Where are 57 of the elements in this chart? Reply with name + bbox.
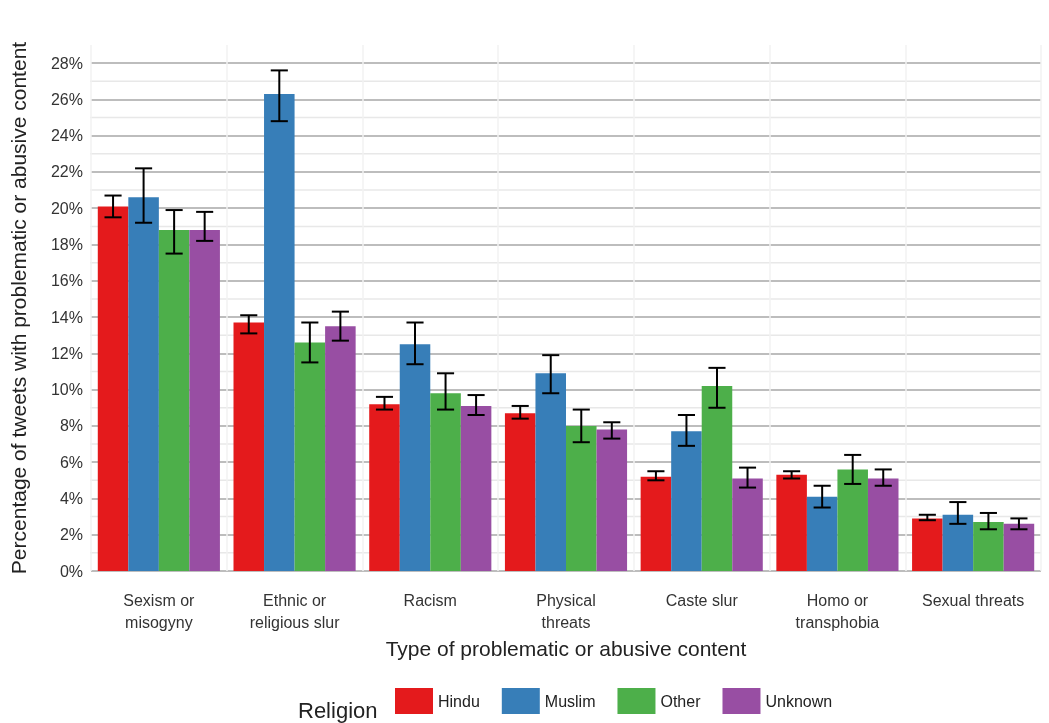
x-tick-label: Sexism or misogyny [123, 591, 196, 631]
bar [369, 404, 400, 571]
bar [806, 496, 838, 571]
legend-label: Hindu [438, 692, 480, 710]
bar [158, 230, 190, 571]
bar [294, 342, 326, 571]
y-tick-label: 0% [59, 562, 83, 580]
bar [640, 476, 672, 571]
bar [325, 326, 356, 571]
bar [535, 373, 566, 571]
y-tick-label: 12% [50, 344, 83, 362]
bar [837, 469, 868, 571]
bar [264, 93, 295, 571]
y-tick-label: 6% [59, 453, 83, 471]
bar [912, 518, 943, 571]
y-tick-label: 4% [59, 489, 83, 507]
bar [233, 322, 265, 571]
bar [973, 522, 1004, 571]
y-tick-label: 14% [50, 308, 83, 326]
y-tick-label: 22% [50, 163, 83, 181]
bar [399, 344, 431, 571]
x-tick-label: Racism [403, 591, 457, 609]
x-tick-label: Homo or transphobia [795, 591, 880, 631]
y-axis-title: Percentage of tweets with problematic or abusive content [7, 41, 30, 575]
y-tick-label: 16% [50, 272, 83, 290]
bar [867, 478, 899, 571]
bar [504, 413, 536, 571]
x-tick-label: Physical threats [536, 591, 596, 631]
legend-label: Other [660, 692, 702, 710]
bar [732, 478, 763, 571]
bar [128, 197, 159, 571]
bar [1003, 523, 1035, 571]
bar [942, 514, 974, 571]
x-tick-label: Ethnic or religious slur [249, 591, 341, 631]
bar [776, 474, 807, 571]
y-tick-label: 2% [59, 526, 83, 544]
y-tick-label: 26% [50, 90, 83, 108]
x-tick-label: Sexual threats [922, 591, 1025, 609]
bar [566, 425, 597, 571]
legend-title: Religion [298, 697, 378, 723]
y-tick-label: 8% [59, 417, 83, 435]
legend-label: Unknown [765, 692, 833, 710]
legend-label: Muslim [544, 692, 596, 710]
bar [701, 385, 733, 571]
y-tick-label: 24% [50, 127, 83, 145]
x-tick-label: Caste slur [665, 591, 739, 609]
bar [671, 431, 702, 571]
y-tick-label: 18% [50, 236, 83, 254]
bar [596, 429, 628, 571]
y-tick-label: 28% [50, 54, 83, 72]
bar [430, 393, 461, 571]
bar [460, 405, 492, 571]
x-axis-title: Type of problematic or abusive content [385, 636, 747, 660]
bar [189, 230, 220, 571]
y-tick-label: 10% [50, 381, 83, 399]
bar [97, 206, 129, 571]
y-tick-label: 20% [50, 199, 83, 217]
